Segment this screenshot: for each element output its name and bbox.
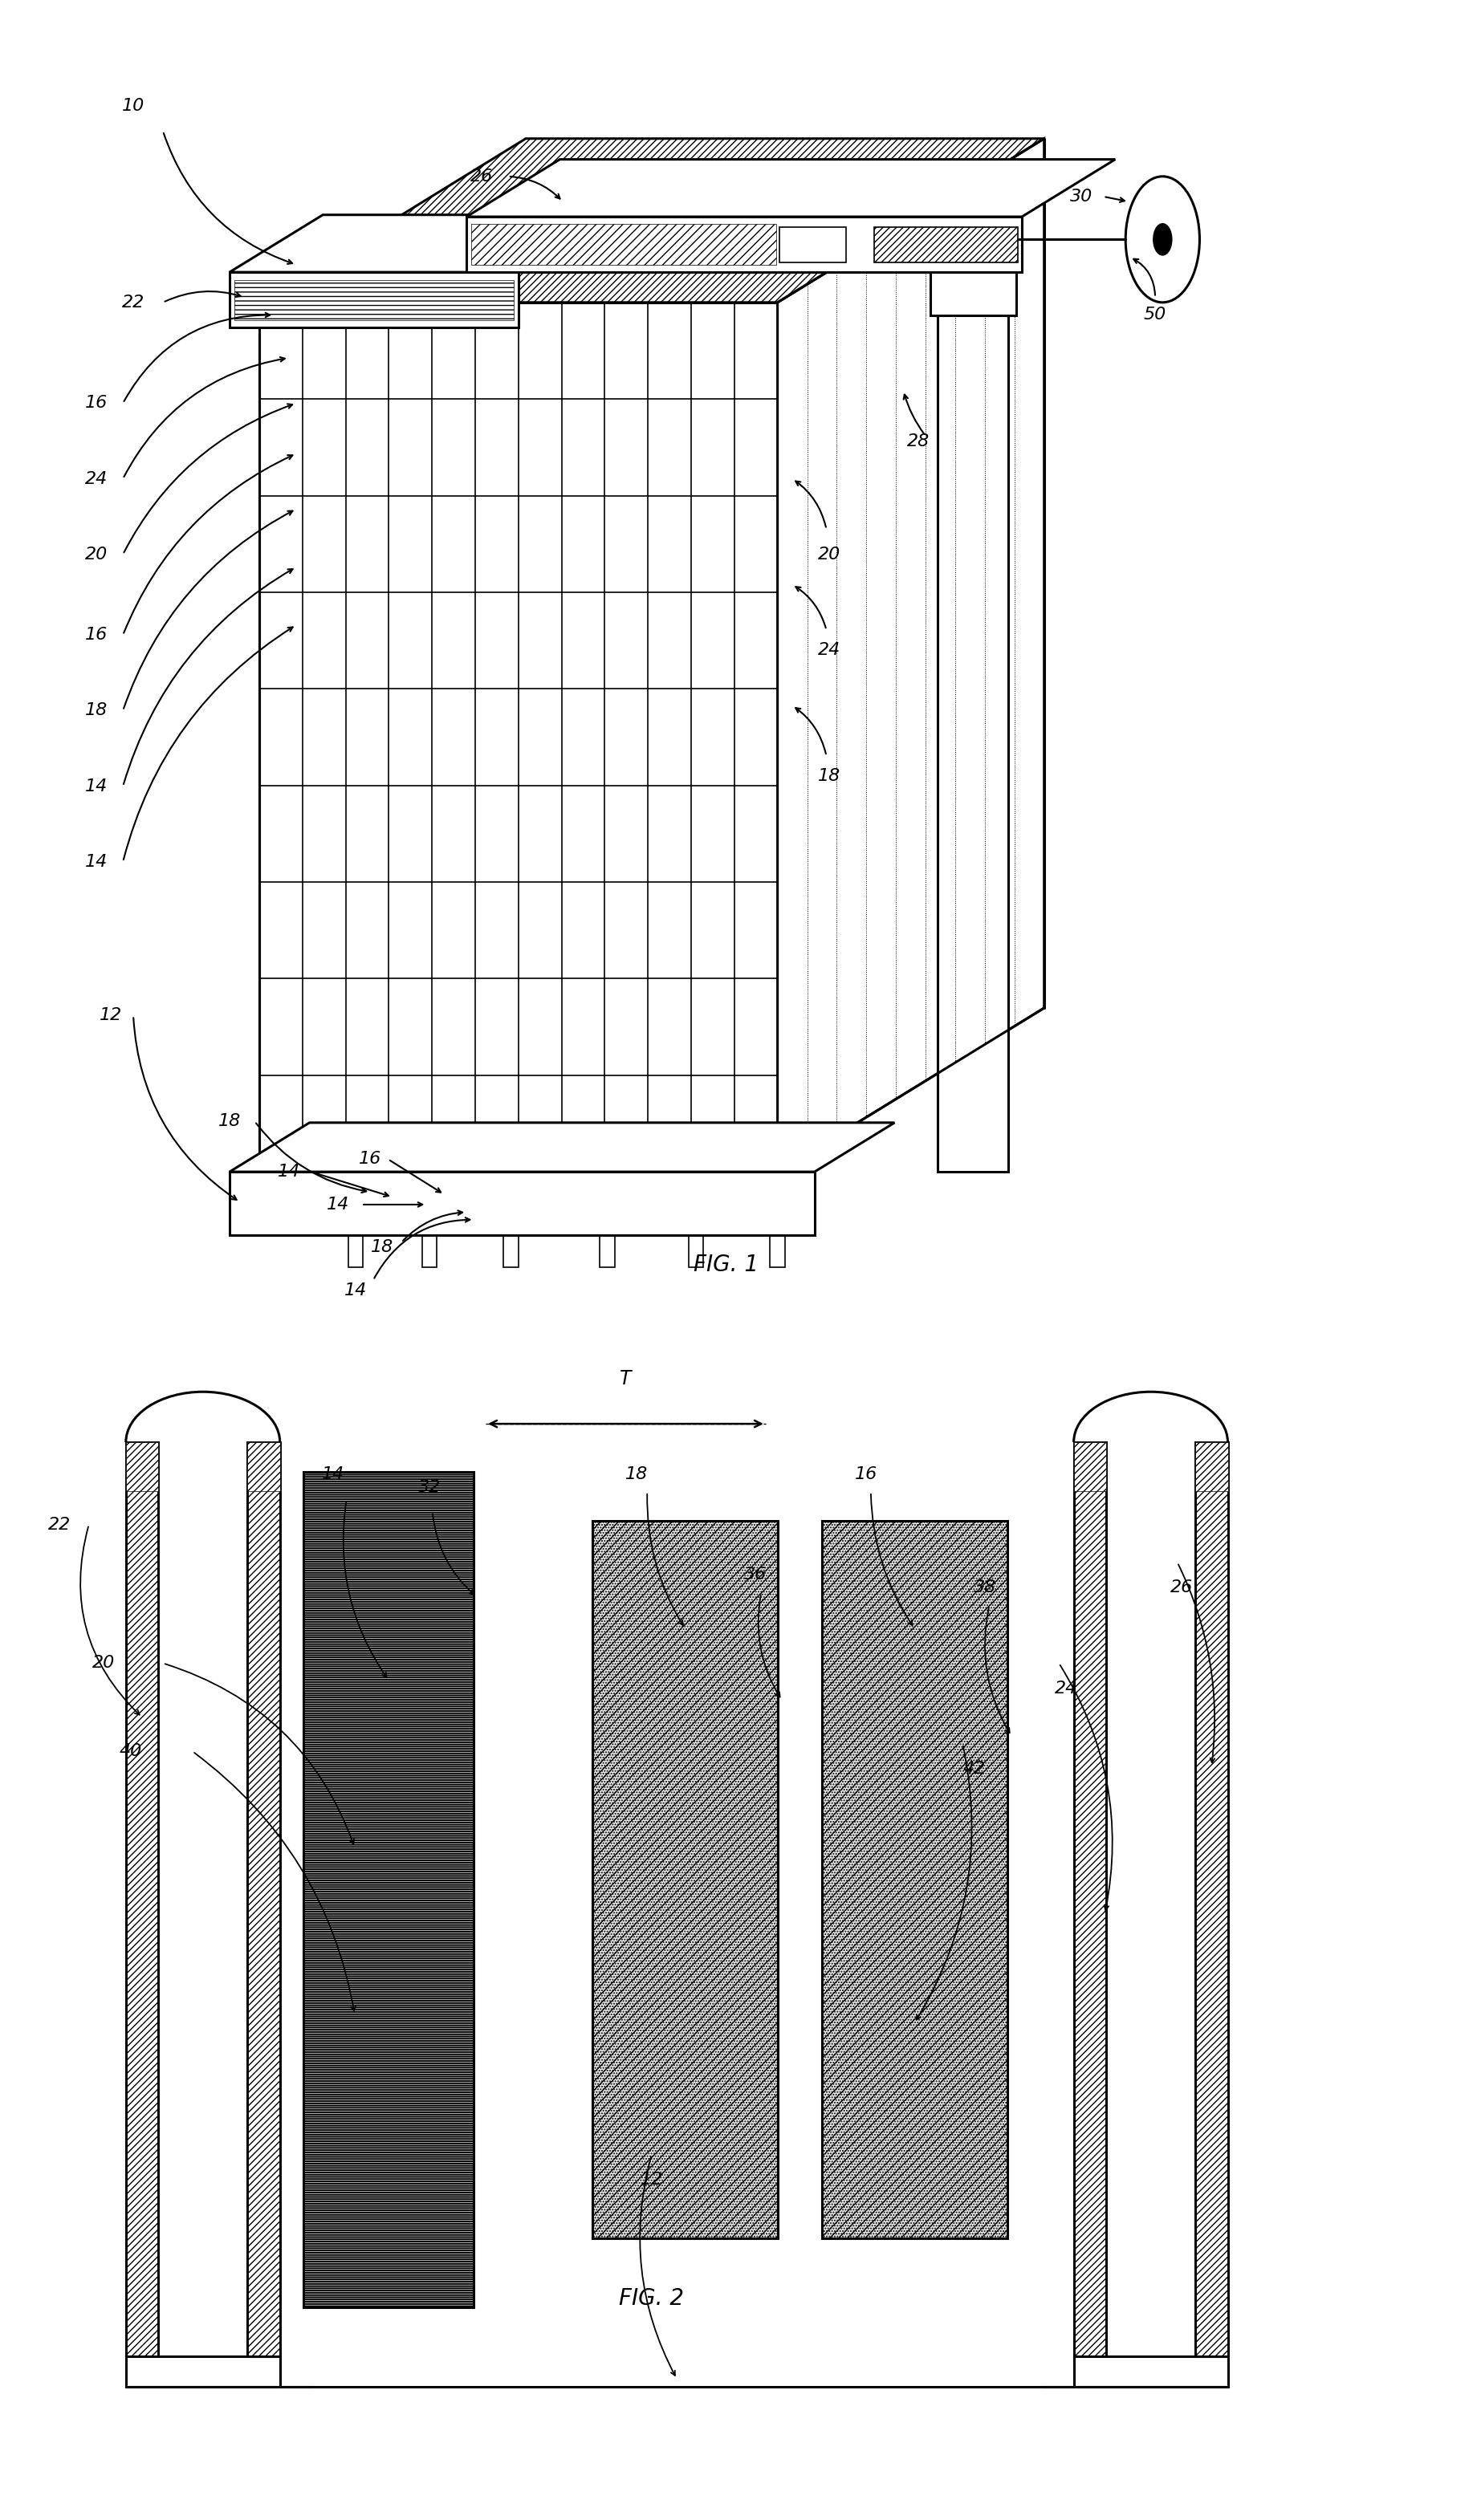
Bar: [234, 280, 514, 320]
Text: 14: 14: [321, 1467, 345, 1482]
Text: 16: 16: [84, 627, 108, 643]
Bar: [874, 227, 1019, 262]
Bar: [1195, 1441, 1228, 2356]
Text: 14: 14: [344, 1283, 367, 1298]
Bar: [304, 1472, 474, 2308]
Text: 42: 42: [963, 1761, 986, 1777]
Text: 22: 22: [47, 1517, 71, 1532]
Bar: [422, 1172, 437, 1268]
Bar: [126, 2356, 280, 2386]
Text: 30: 30: [1069, 189, 1093, 204]
Text: 20: 20: [84, 547, 108, 562]
Text: 24: 24: [84, 471, 108, 486]
Bar: [348, 1172, 363, 1268]
Polygon shape: [778, 139, 1044, 1172]
Bar: [1074, 1441, 1106, 1492]
Bar: [592, 1520, 778, 2238]
Bar: [600, 1172, 615, 1268]
Text: 26: 26: [469, 169, 493, 184]
Text: 36: 36: [743, 1567, 767, 1583]
Text: 38: 38: [973, 1580, 997, 1595]
Bar: [1074, 2356, 1228, 2386]
Text: 14: 14: [277, 1164, 301, 1179]
Text: 12: 12: [640, 2172, 663, 2187]
Text: 16: 16: [84, 396, 108, 411]
Bar: [247, 1441, 280, 2356]
Bar: [822, 1520, 1007, 2238]
Bar: [304, 1472, 474, 2308]
Bar: [247, 1441, 280, 1492]
Text: 18: 18: [370, 1240, 394, 1255]
Bar: [504, 1172, 518, 1268]
Bar: [467, 217, 1022, 272]
Bar: [230, 272, 518, 328]
Bar: [230, 1172, 815, 1235]
Bar: [822, 1520, 1007, 2238]
Text: 16: 16: [855, 1467, 878, 1482]
Text: FIG. 2: FIG. 2: [619, 2288, 684, 2308]
Bar: [689, 1172, 703, 1268]
Text: 28: 28: [906, 433, 930, 449]
Text: 18: 18: [218, 1114, 241, 1129]
Bar: [930, 209, 1016, 315]
Bar: [592, 1520, 778, 2238]
Polygon shape: [259, 139, 1044, 302]
Polygon shape: [467, 159, 1115, 217]
Text: 14: 14: [84, 779, 108, 794]
Text: 26: 26: [1170, 1580, 1194, 1595]
Bar: [471, 224, 776, 265]
Bar: [126, 1441, 158, 1492]
Bar: [770, 1172, 785, 1268]
Circle shape: [1154, 224, 1171, 255]
Polygon shape: [230, 1124, 895, 1172]
Text: 50: 50: [1143, 307, 1167, 323]
Text: 18: 18: [84, 703, 108, 718]
Text: 18: 18: [818, 769, 841, 784]
Bar: [259, 302, 778, 1172]
Bar: [1195, 1441, 1228, 1492]
Text: 24: 24: [1054, 1681, 1078, 1696]
Text: 20: 20: [818, 547, 841, 562]
Text: 12: 12: [99, 1008, 123, 1023]
Text: 14: 14: [84, 854, 108, 869]
Bar: [126, 1441, 158, 2356]
Bar: [937, 214, 1009, 1172]
Polygon shape: [230, 214, 612, 272]
Text: 22: 22: [121, 295, 145, 310]
Bar: [779, 227, 846, 262]
Text: FIG. 1: FIG. 1: [693, 1255, 758, 1275]
Text: 10: 10: [121, 98, 145, 113]
Text: 16: 16: [358, 1152, 382, 1167]
Text: 24: 24: [818, 643, 841, 658]
Text: 18: 18: [625, 1467, 649, 1482]
Text: 32: 32: [418, 1479, 441, 1494]
Text: 14: 14: [326, 1197, 350, 1212]
Text: 40: 40: [118, 1744, 142, 1759]
Text: T: T: [621, 1368, 631, 1389]
Bar: [1074, 1441, 1106, 2356]
Text: 20: 20: [92, 1656, 116, 1671]
